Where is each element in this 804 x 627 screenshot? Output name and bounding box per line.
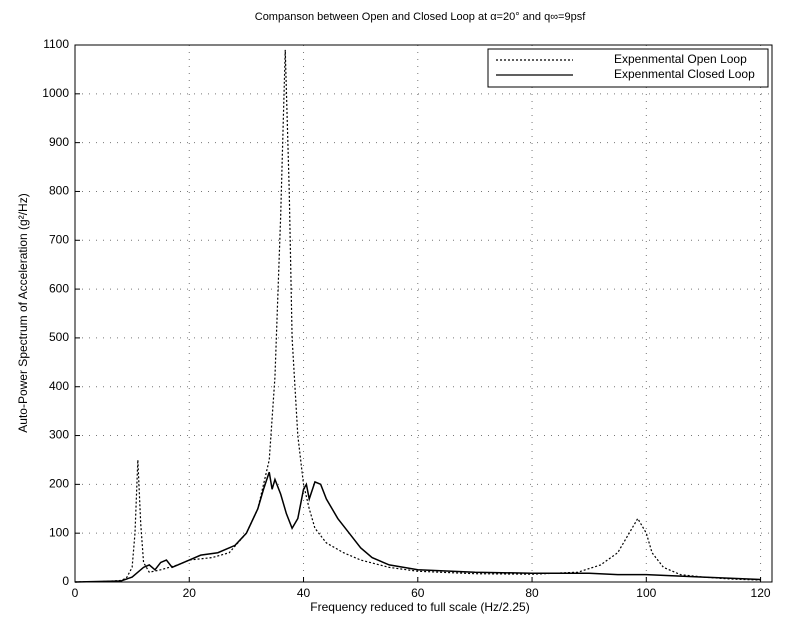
legend-label: Expenmental Open Loop [614,52,747,66]
y-tick-label: 700 [49,232,69,246]
y-tick-label: 500 [49,330,69,344]
y-tick-label: 300 [49,428,69,442]
y-tick-label: 900 [49,135,69,149]
x-tick-label: 120 [751,586,771,600]
legend-label: Expenmental Closed Loop [614,67,755,81]
y-tick-label: 400 [49,379,69,393]
series-line [74,471,761,583]
x-axis-label: Frequency reduced to full scale (Hz/2.25… [310,600,529,614]
chart-title: Companson between Open and Closed Loop a… [255,11,586,23]
x-tick-label: 60 [411,586,425,600]
x-tick-label: 40 [297,586,311,600]
plot-frame [74,44,773,583]
y-tick-label: 1100 [43,37,69,51]
legend-box [487,48,769,88]
y-tick-label: 200 [49,477,69,491]
y-tick-label: 1000 [42,86,69,100]
x-tick-label: 80 [525,586,539,600]
y-axis-label: Auto-Power Spectrum of Acceleration (g²/… [16,193,30,432]
x-tick-label: 100 [636,586,656,600]
y-tick-label: 100 [49,525,69,539]
x-tick-label: 0 [72,586,79,600]
x-tick-label: 20 [183,586,197,600]
y-tick-label: 800 [49,184,69,198]
y-tick-label: 600 [49,281,69,295]
y-tick-label: 0 [62,574,69,588]
series-line [74,49,761,583]
